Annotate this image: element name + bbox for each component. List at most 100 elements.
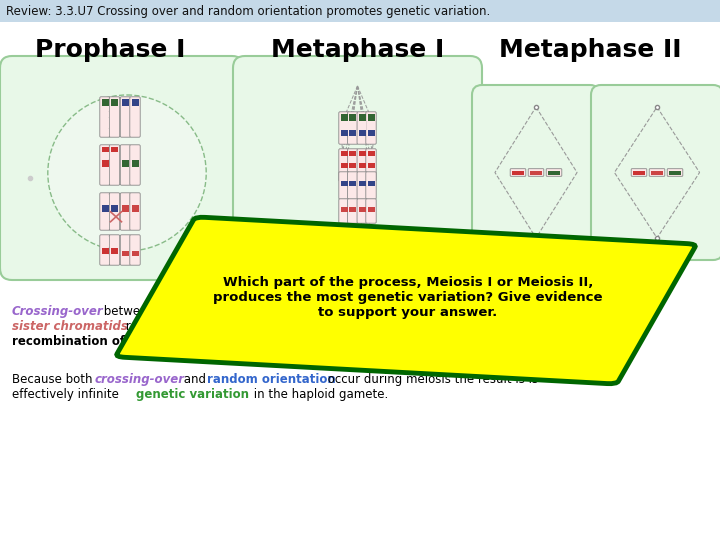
FancyBboxPatch shape: [357, 172, 367, 199]
Bar: [349, 163, 356, 168]
Text: means there are 2: means there are 2: [255, 320, 364, 333]
Bar: [132, 212, 138, 229]
Text: sister chromatids: sister chromatids: [12, 320, 128, 333]
Bar: [122, 106, 129, 136]
Bar: [367, 151, 374, 156]
Bar: [102, 106, 109, 111]
Text: Prophase I: Prophase I: [35, 38, 185, 62]
FancyBboxPatch shape: [348, 172, 358, 199]
Bar: [102, 146, 109, 152]
Bar: [132, 146, 138, 159]
Text: crossing-over: crossing-over: [95, 373, 185, 386]
Bar: [122, 146, 129, 159]
FancyBboxPatch shape: [120, 193, 131, 230]
Bar: [367, 130, 374, 136]
FancyBboxPatch shape: [130, 145, 140, 185]
FancyBboxPatch shape: [631, 168, 647, 176]
Bar: [349, 151, 356, 156]
Bar: [122, 98, 129, 106]
Text: Which part of the process, Meiosis I or Meiosis II,
produces the most genetic va: Which part of the process, Meiosis I or …: [213, 276, 603, 319]
Bar: [102, 112, 109, 117]
Bar: [341, 113, 348, 120]
FancyBboxPatch shape: [120, 97, 131, 137]
Text: different: different: [540, 335, 595, 348]
FancyBboxPatch shape: [591, 85, 720, 260]
FancyBboxPatch shape: [339, 199, 349, 223]
Bar: [367, 207, 374, 212]
Bar: [132, 167, 138, 184]
FancyBboxPatch shape: [348, 112, 358, 144]
Bar: [102, 160, 109, 167]
Bar: [122, 205, 129, 212]
FancyBboxPatch shape: [366, 112, 376, 144]
Bar: [633, 171, 645, 174]
Bar: [111, 205, 118, 212]
Bar: [111, 194, 118, 205]
Bar: [102, 212, 109, 229]
FancyBboxPatch shape: [100, 145, 110, 185]
Bar: [102, 194, 109, 205]
Bar: [102, 98, 109, 106]
Bar: [132, 205, 138, 212]
Text: Metaphase I: Metaphase I: [271, 38, 445, 62]
FancyBboxPatch shape: [528, 168, 544, 176]
Bar: [367, 181, 374, 186]
Bar: [349, 130, 356, 136]
Bar: [548, 171, 560, 174]
Bar: [122, 251, 129, 255]
Text: random orientation: random orientation: [207, 373, 336, 386]
FancyBboxPatch shape: [667, 168, 683, 176]
Bar: [111, 106, 118, 136]
Text: in the haploid gamete.: in the haploid gamete.: [250, 388, 388, 401]
FancyBboxPatch shape: [100, 97, 110, 137]
FancyBboxPatch shape: [100, 235, 110, 265]
FancyBboxPatch shape: [366, 199, 376, 223]
Text: recombination of alleles: recombination of alleles: [12, 335, 172, 348]
Bar: [349, 113, 356, 120]
FancyBboxPatch shape: [348, 149, 358, 181]
FancyBboxPatch shape: [339, 172, 349, 199]
Bar: [132, 237, 138, 250]
Text: of the homologous chromosomes: of the homologous chromosomes: [377, 305, 577, 318]
Bar: [341, 130, 348, 136]
Bar: [122, 256, 129, 264]
FancyBboxPatch shape: [130, 193, 140, 230]
Text: Crossing-over: Crossing-over: [12, 305, 104, 318]
Bar: [132, 256, 138, 264]
Bar: [102, 129, 109, 136]
Text: in humans – or: in humans – or: [377, 335, 472, 348]
Bar: [669, 171, 681, 174]
FancyBboxPatch shape: [546, 168, 562, 176]
Bar: [512, 171, 524, 174]
Bar: [102, 237, 109, 247]
Bar: [359, 113, 366, 120]
Text: occur during meiosis the result is is: occur during meiosis the result is is: [324, 373, 538, 386]
Text: combinations in gametes!: combinations in gametes!: [255, 350, 409, 363]
FancyBboxPatch shape: [109, 235, 120, 265]
Bar: [349, 181, 356, 186]
Bar: [349, 207, 356, 212]
Text: n: n: [369, 317, 374, 326]
Bar: [367, 121, 374, 130]
Bar: [132, 98, 138, 106]
Bar: [132, 106, 138, 136]
Text: Review: 3.3.U7 Crossing over and random orientation promotes genetic variation.: Review: 3.3.U7 Crossing over and random …: [6, 4, 490, 17]
Bar: [111, 152, 118, 184]
Text: Because both: Because both: [12, 373, 96, 386]
Bar: [359, 207, 366, 212]
Bar: [132, 251, 138, 255]
Bar: [359, 121, 366, 130]
FancyBboxPatch shape: [357, 149, 367, 181]
Ellipse shape: [48, 95, 206, 251]
Bar: [111, 212, 118, 229]
Bar: [111, 237, 118, 247]
FancyBboxPatch shape: [348, 199, 358, 223]
Bar: [359, 181, 366, 186]
Bar: [651, 171, 663, 174]
FancyBboxPatch shape: [109, 193, 120, 230]
Text: results in: results in: [122, 320, 180, 333]
Bar: [530, 171, 542, 174]
Bar: [349, 121, 356, 130]
Bar: [359, 163, 366, 168]
FancyBboxPatch shape: [366, 149, 376, 181]
